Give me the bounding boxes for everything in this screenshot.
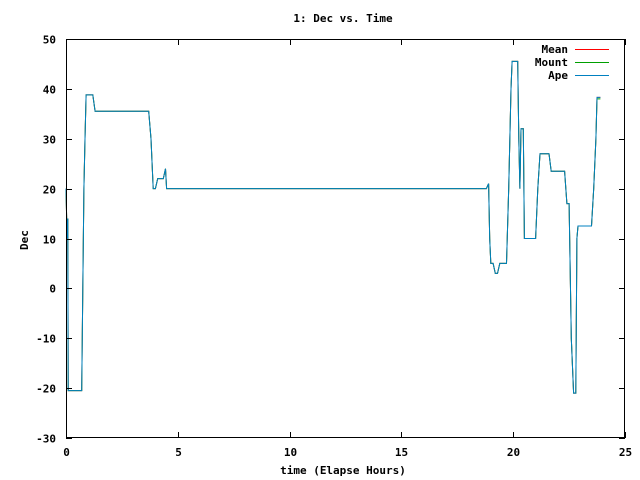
y-axis-label: Dec: [18, 230, 31, 250]
y-tick-label: 10: [43, 234, 56, 247]
x-tick-label: 15: [395, 446, 408, 459]
x-axis-ticks: 0 5 10 15 20 25: [63, 39, 632, 459]
x-tick-label: 10: [284, 446, 297, 459]
x-tick-label: 25: [619, 446, 632, 459]
legend-label-ape: Ape: [548, 69, 568, 82]
y-tick-label: 20: [43, 184, 56, 197]
y-axis-ticks: -30 -20 -10 0 10 20 30 40 50: [36, 34, 625, 446]
y-tick-label: -10: [36, 333, 56, 346]
y-tick-label: 0: [49, 283, 56, 296]
x-tick-label: 0: [63, 446, 70, 459]
x-tick-label: 20: [507, 446, 520, 459]
y-tick-label: -30: [36, 433, 56, 446]
y-tick-label: -20: [36, 383, 56, 396]
legend-label-mean: Mean: [542, 43, 569, 56]
chart-title: 1: Dec vs. Time: [293, 12, 393, 25]
x-axis-label: time (Elapse Hours): [280, 464, 406, 477]
plot-series: [65, 60, 601, 394]
series-line-ape: [65, 60, 601, 394]
plot-frame: [66, 39, 625, 438]
y-tick-label: 40: [43, 84, 56, 97]
y-tick-label: 30: [43, 134, 56, 147]
legend-label-mount: Mount: [535, 56, 568, 69]
y-tick-label: 50: [43, 34, 56, 47]
x-tick-label: 5: [175, 446, 182, 459]
